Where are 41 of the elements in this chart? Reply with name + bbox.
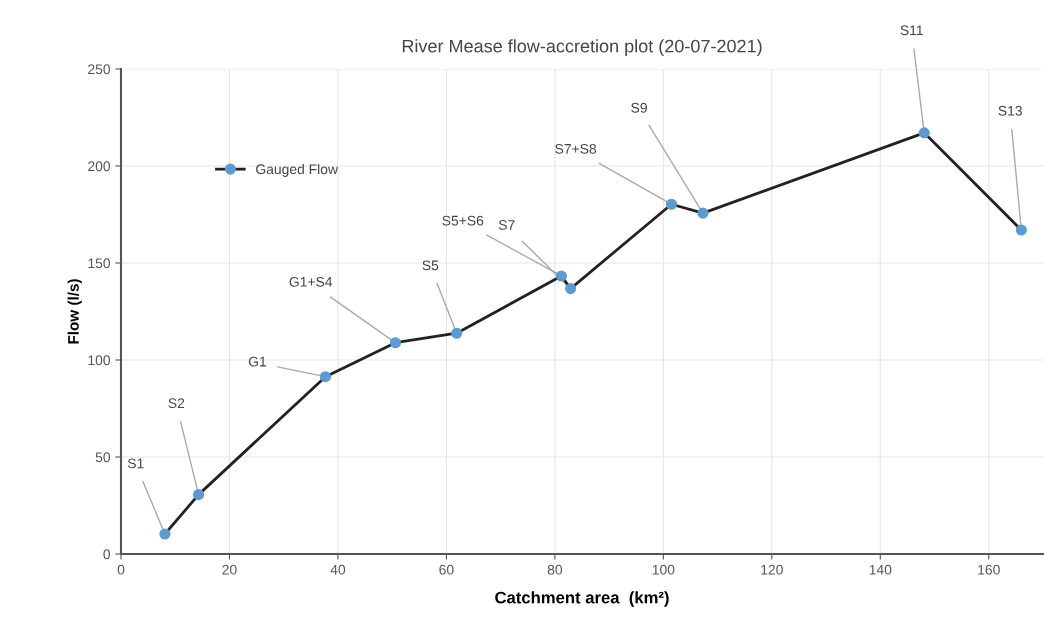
x-tick-label: 0 <box>117 564 125 575</box>
annotation: G1 <box>248 356 266 367</box>
y-tick-label: 200 <box>88 161 111 172</box>
annotation: S5+S6 <box>442 215 484 226</box>
point <box>565 283 577 295</box>
x-tick-label: 100 <box>652 564 675 575</box>
y-tick-label: 50 <box>95 452 111 463</box>
chart-title: River Mease flow-accretion plot (20-07-2021) <box>402 39 762 57</box>
x-tick-label: 60 <box>439 564 454 575</box>
y-tick-label: 250 <box>88 64 111 75</box>
x-tick-label: 140 <box>869 564 892 575</box>
x-tick-label: 120 <box>761 564 783 575</box>
annotation: S7 <box>498 220 515 230</box>
legend-label: Gauged Flow <box>256 163 339 177</box>
annotation: G1+S4 <box>289 276 333 287</box>
annotation: S11 <box>900 25 923 36</box>
x-tick-label: 80 <box>547 564 563 575</box>
x-tick-label: 20 <box>222 564 237 575</box>
point <box>555 270 567 282</box>
point <box>697 207 709 219</box>
annotation: S13 <box>998 105 1022 116</box>
x-axis-title: Catchment area (km²) <box>495 591 669 607</box>
annotation: S5 <box>422 260 439 271</box>
point <box>319 371 332 383</box>
annotation: S7+S8 <box>555 143 597 154</box>
point <box>918 127 930 139</box>
annotation: S1 <box>127 458 144 469</box>
x-tick-label: 40 <box>330 564 346 575</box>
point <box>665 198 678 210</box>
annotation: S2 <box>168 398 185 409</box>
annotation: S9 <box>631 102 647 113</box>
point <box>389 337 401 349</box>
y-tick-label: 0 <box>103 549 111 560</box>
y-tick-label: 150 <box>88 258 111 269</box>
y-tick-label: 100 <box>88 355 111 366</box>
point <box>159 528 171 540</box>
point <box>451 327 463 339</box>
point <box>193 489 205 501</box>
x-tick-label: 160 <box>978 564 1000 575</box>
point <box>1015 224 1027 236</box>
y-axis-title: Flow (l/s) <box>67 279 82 344</box>
